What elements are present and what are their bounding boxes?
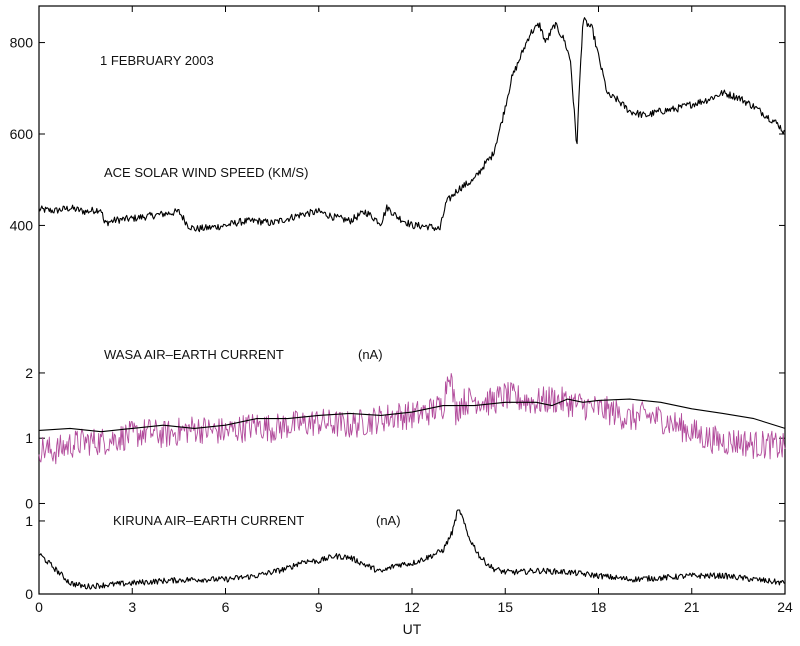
- panel-ace: 1 FEBRUARY 2003 ACE SOLAR WIND SPEED (KM…: [10, 17, 786, 233]
- ace-y-ticks: 400 600 800: [10, 35, 785, 233]
- date-label: 1 FEBRUARY 2003: [100, 53, 214, 68]
- x-tick-label-8: 24: [777, 599, 793, 615]
- kiruna-ytick-label-1: 1: [25, 513, 33, 529]
- ace-ytick-label-0: 400: [10, 217, 34, 233]
- kiruna-panel-label: KIRUNA AIR–EARTH CURRENT: [113, 513, 304, 528]
- x-tick-label-2: 6: [222, 599, 230, 615]
- x-tick-label-1: 3: [128, 599, 136, 615]
- wasa-panel-label: WASA AIR–EARTH CURRENT: [104, 347, 284, 362]
- wasa-series-line-1: [38, 398, 786, 433]
- x-tick-label-4: 12: [404, 599, 420, 615]
- wasa-y-ticks: 0 1 2: [25, 365, 785, 511]
- x-tick-label-3: 9: [315, 599, 323, 615]
- kiruna-series: [39, 509, 786, 590]
- panel-kiruna: KIRUNA AIR–EARTH CURRENT (nA) 01: [25, 509, 786, 602]
- wasa-panel-unit: (nA): [358, 347, 383, 362]
- ace-panel-label: ACE SOLAR WIND SPEED (KM/S): [104, 165, 308, 180]
- kiruna-y-ticks: 01: [25, 513, 785, 602]
- ace-ytick-label-1: 600: [10, 126, 34, 142]
- plot-frame: [38, 5, 786, 595]
- ace-ytick-label-2: 800: [10, 35, 34, 51]
- x-axis-label: UT: [403, 621, 422, 637]
- kiruna-ytick-label-0: 0: [25, 586, 33, 602]
- wasa-series-line-0: [38, 373, 786, 465]
- kiruna-panel-unit: (nA): [376, 513, 401, 528]
- wasa-ytick-label-0: 0: [25, 495, 33, 511]
- panel-wasa: WASA AIR–EARTH CURRENT (nA) 0 1 2: [25, 347, 786, 511]
- wasa-series: [38, 373, 786, 465]
- ace-series-line-0: [38, 17, 786, 233]
- wasa-ytick-label-1: 1: [25, 430, 33, 446]
- wasa-ytick-label-2: 2: [25, 365, 33, 381]
- x-tick-label-0: 0: [35, 599, 43, 615]
- kiruna-series-line-0: [39, 509, 786, 590]
- x-tick-label-7: 21: [684, 599, 700, 615]
- x-tick-label-5: 15: [497, 599, 513, 615]
- x-axis: 0 3 6 9 12 15 18 21 24: [35, 6, 793, 615]
- x-tick-label-6: 18: [591, 599, 607, 615]
- ace-series: [38, 17, 786, 233]
